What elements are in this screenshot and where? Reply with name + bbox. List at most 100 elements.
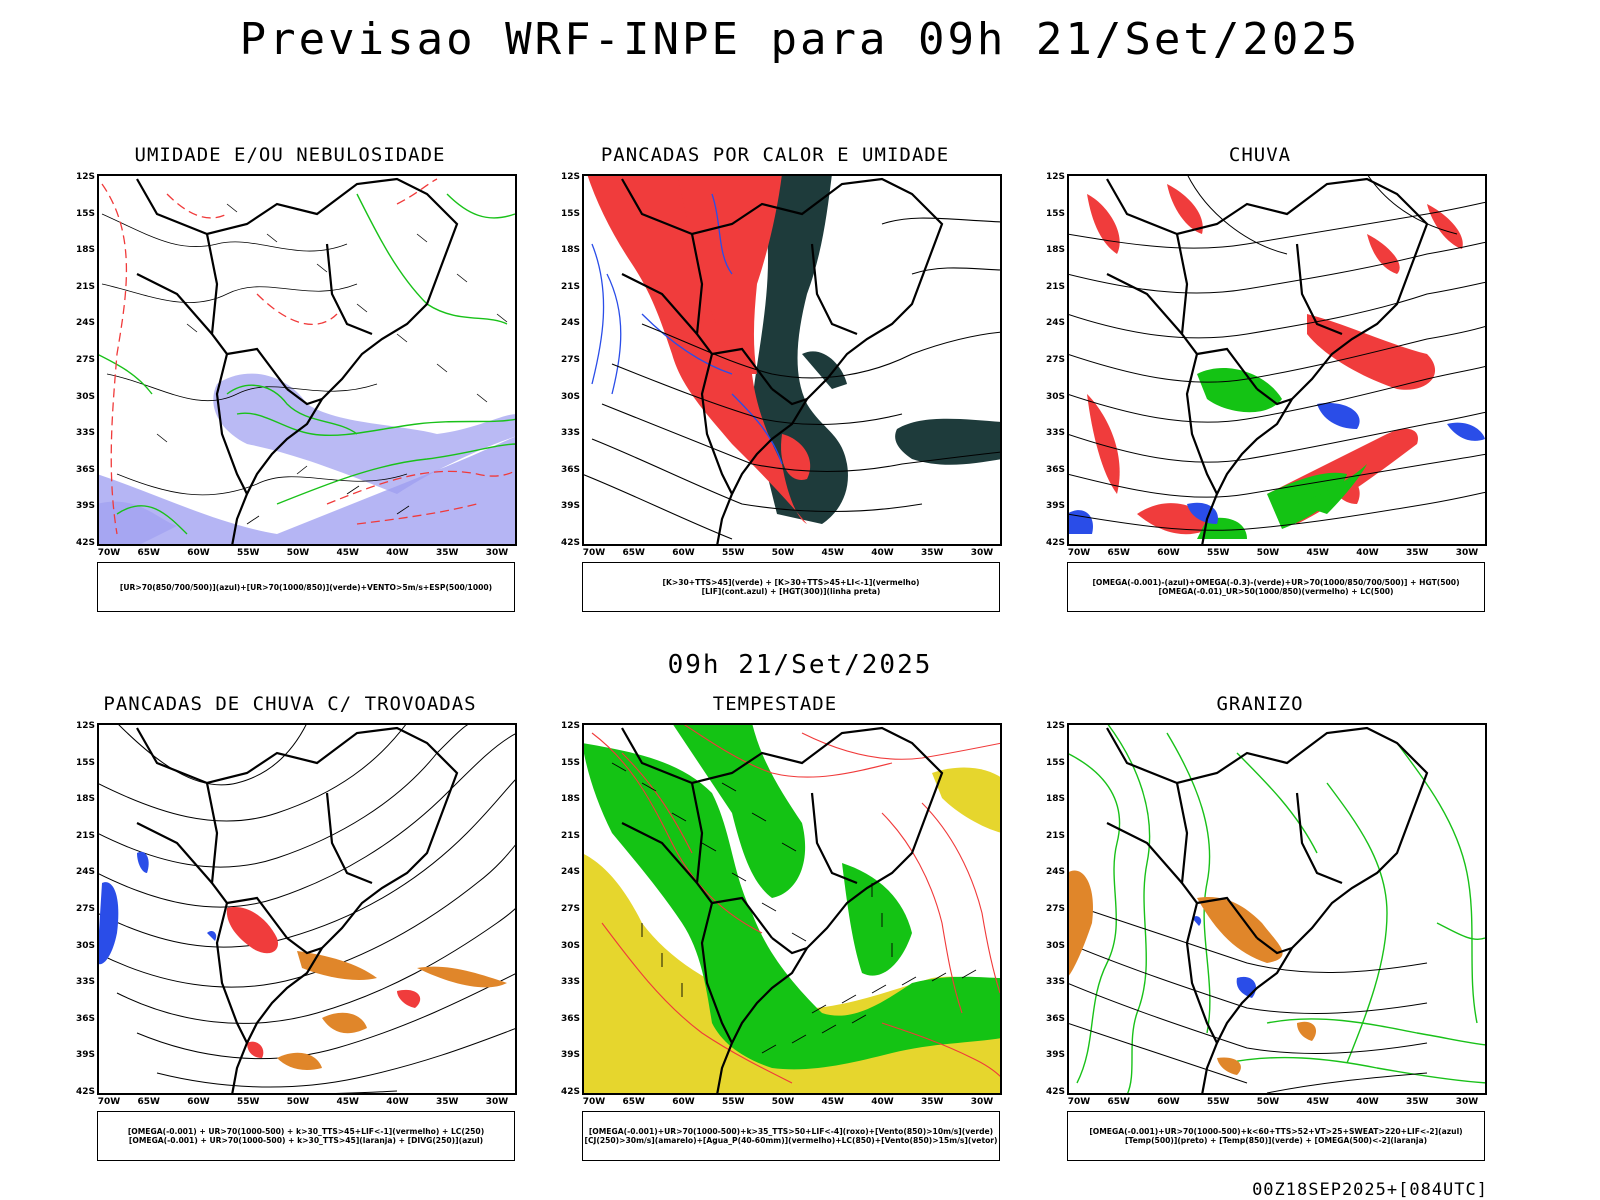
map-frame (1067, 723, 1487, 1095)
latitude-tick-label: 24S (75, 318, 95, 329)
longitude-tick-label: 60W (1157, 1097, 1180, 1107)
map-thunderstorm-showers (97, 723, 517, 1095)
legend-line: [OMEGA(-0.001) + UR>70(1000-500) + k>30_… (127, 1127, 485, 1136)
longitude-tick-label: 60W (187, 1097, 210, 1107)
latitude-axis: 12S 15S 18S 21S 24S 27S 30S 33S 36S 39S 42S (47, 172, 95, 548)
longitude-tick-label: 40W (386, 548, 409, 558)
panel-rain: CHUVA 12S 15S 18S 21S 24S 27S 30S 33S 36S 39S 42S (1017, 144, 1503, 614)
latitude-tick-label: 21S (75, 830, 95, 841)
longitude-tick-label: 35W (921, 1097, 944, 1107)
longitude-tick-label: 55W (1207, 548, 1230, 558)
latitude-tick-label: 36S (560, 464, 580, 475)
longitude-tick-label: 70W (582, 1097, 606, 1107)
longitude-tick-label: 65W (1107, 1097, 1130, 1107)
latitude-tick-label: 24S (560, 318, 580, 329)
latitude-tick-label: 30S (560, 391, 580, 402)
latitude-tick-label: 18S (1045, 245, 1065, 256)
longitude-tick-label: 30W (1455, 548, 1479, 558)
longitude-axis: 70W 65W 60W 55W 50W 45W 40W 35W 30W (582, 1097, 1002, 1109)
latitude-tick-label: 18S (560, 794, 580, 805)
legend-box: [OMEGA(-0.001)+UR>70(1000-500)+k>35_TTS>… (582, 1111, 1000, 1161)
latitude-tick-label: 39S (560, 1050, 580, 1061)
latitude-tick-label: 12S (560, 172, 580, 182)
legend-line: [OMEGA(-0.001)+UR>70(1000-500)+k>35_TTS>… (588, 1127, 994, 1136)
latitude-tick-label: 39S (560, 501, 580, 512)
panel-humidity: UMIDADE E/OU NEBULOSIDADE 12S 15S 18S 21S 24… (47, 144, 533, 614)
latitude-tick-label: 33S (75, 428, 95, 439)
latitude-tick-label: 15S (1045, 208, 1065, 219)
latitude-tick-label: 39S (1045, 501, 1065, 512)
longitude-tick-label: 40W (1356, 1097, 1379, 1107)
mid-timestamp: 09h 21/Set/2025 (667, 650, 933, 680)
longitude-axis: 70W 65W 60W 55W 50W 45W 40W 35W 30W (1067, 548, 1487, 560)
longitude-axis: 70W 65W 60W 55W 50W 45W 40W 35W 30W (1067, 1097, 1487, 1109)
latitude-tick-label: 30S (1045, 391, 1065, 402)
latitude-tick-label: 18S (75, 794, 95, 805)
panel-title: CHUVA (1228, 144, 1292, 166)
latitude-axis: 12S 15S 18S 21S 24S 27S 30S 33S 36S 39S 42S (47, 721, 95, 1097)
longitude-tick-label: 50W (771, 1097, 795, 1107)
hail-map-svg (1067, 723, 1487, 1095)
longitude-tick-label: 70W (1067, 1097, 1091, 1107)
latitude-tick-label: 27S (1045, 904, 1065, 914)
longitude-tick-label: 70W (97, 1097, 121, 1107)
map-humidity (97, 174, 517, 546)
latitude-tick-label: 21S (560, 281, 580, 292)
longitude-tick-label: 70W (1067, 548, 1091, 558)
map-frame (97, 723, 517, 1095)
latitude-tick-label: 12S (560, 721, 580, 731)
latitude-tick-label: 15S (1045, 757, 1065, 768)
longitude-tick-label: 35W (921, 548, 944, 558)
legend-line: [OMEGA(-0.001)-(azul)+OMEGA(-0.3)-(verde… (1092, 578, 1460, 587)
longitude-tick-label: 60W (672, 1097, 695, 1107)
latitude-tick-label: 42S (1045, 538, 1065, 548)
longitude-tick-label: 55W (722, 1097, 745, 1107)
legend-box: [UR>70(850/700/500)](azul)+[UR>70(1000/8… (97, 562, 515, 612)
map-rain (1067, 174, 1487, 546)
latitude-tick-label: 15S (560, 208, 580, 219)
longitude-tick-label: 40W (1356, 548, 1379, 558)
latitude-tick-label: 42S (75, 1087, 95, 1097)
panel-title: UMIDADE E/OU NEBULOSIDADE (134, 144, 446, 166)
longitude-tick-label: 45W (1306, 548, 1329, 558)
latitude-tick-label: 39S (1045, 1050, 1065, 1061)
panel-title: TEMPESTADE (712, 693, 838, 715)
latitude-tick-label: 27S (75, 904, 95, 914)
latitude-tick-label: 18S (1045, 794, 1065, 805)
rain-map-svg (1067, 174, 1487, 546)
map-frame (582, 723, 1002, 1095)
latitude-tick-label: 27S (560, 904, 580, 914)
latitude-tick-label: 36S (75, 464, 95, 475)
longitude-tick-label: 30W (970, 548, 994, 558)
latitude-axis: 12S 15S 18S 21S 24S 27S 30S 33S 36S 39S 42S (532, 721, 580, 1097)
longitude-tick-label: 50W (286, 548, 310, 558)
legend-line: [UR>70(850/700/500)](azul)+[UR>70(1000/8… (119, 582, 493, 592)
legend-line: [OMEGA(-0.001) + UR>70(1000-500) + k>30_… (128, 1136, 484, 1145)
panel-title: PANCADAS DE CHUVA C/ TROVOADAS (103, 693, 477, 715)
longitude-tick-label: 45W (821, 548, 844, 558)
longitude-tick-label: 65W (1107, 548, 1130, 558)
map-frame (582, 174, 1002, 546)
longitude-tick-label: 45W (821, 1097, 844, 1107)
latitude-tick-label: 21S (75, 281, 95, 292)
latitude-axis: 12S 15S 18S 21S 24S 27S 30S 33S 36S 39S 42S (1017, 721, 1065, 1097)
latitude-tick-label: 30S (1045, 940, 1065, 951)
latitude-tick-label: 12S (75, 721, 95, 731)
longitude-tick-label: 45W (1306, 1097, 1329, 1107)
latitude-tick-label: 30S (75, 940, 95, 951)
panel-title: GRANIZO (1216, 693, 1304, 715)
longitude-tick-label: 65W (137, 548, 160, 558)
latitude-tick-label: 39S (75, 501, 95, 512)
longitude-tick-label: 70W (582, 548, 606, 558)
latitude-tick-label: 33S (1045, 977, 1065, 988)
panel-storm: TEMPESTADE 12S 15S 18S 21S 24S 27S 30S 33S 36S 39… (532, 693, 1018, 1163)
legend-box: [OMEGA(-0.001)-(azul)+OMEGA(-0.3)-(verde… (1067, 562, 1485, 612)
latitude-tick-label: 15S (75, 208, 95, 219)
longitude-tick-label: 40W (871, 548, 894, 558)
panel-heat-showers: PANCADAS POR CALOR E UMIDADE 12S 15S 18S 21… (532, 144, 1018, 614)
latitude-tick-label: 42S (560, 538, 580, 548)
latitude-tick-label: 27S (75, 355, 95, 365)
legend-line: [OMEGA(-0.001)+UR>70(1000-500)+k<60+TTS>… (1089, 1127, 1463, 1136)
longitude-tick-label: 50W (771, 548, 795, 558)
longitude-tick-label: 30W (1455, 1097, 1479, 1107)
